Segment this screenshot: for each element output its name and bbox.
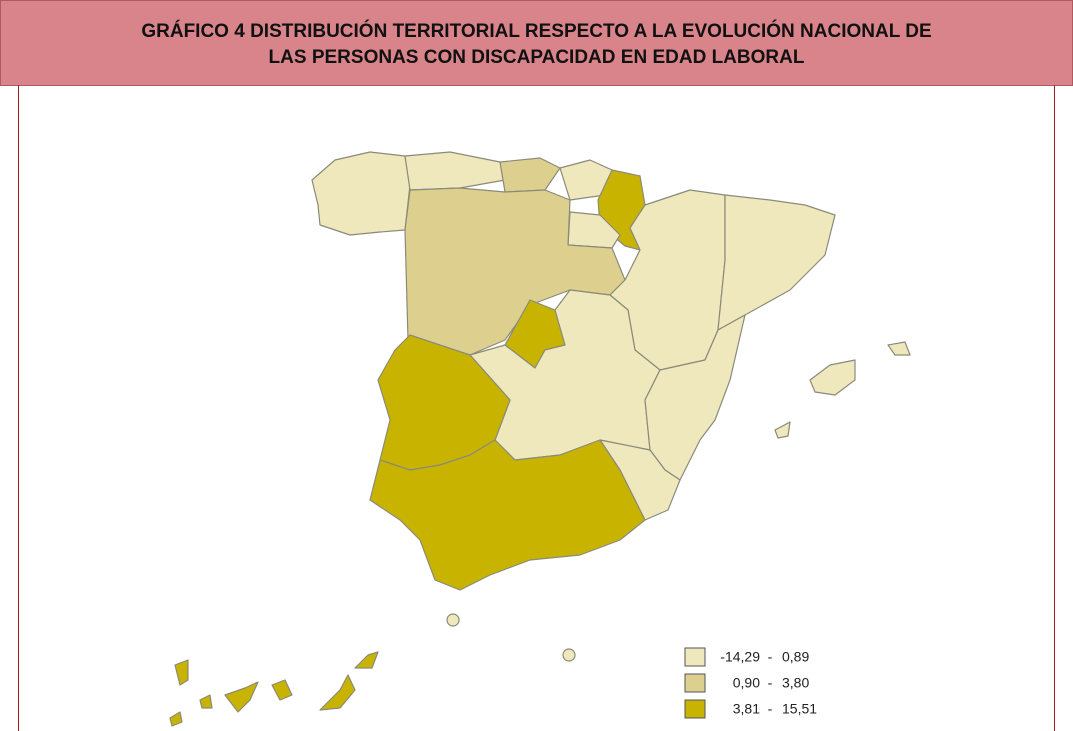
region bbox=[717, 194, 836, 331]
legend-swatch bbox=[684, 699, 706, 719]
legend-to: 0,89 bbox=[782, 649, 809, 665]
region bbox=[887, 341, 911, 356]
region bbox=[174, 659, 189, 686]
region bbox=[224, 681, 259, 713]
legend-to: 15,51 bbox=[782, 701, 817, 717]
legend-from: 3,81 bbox=[733, 701, 760, 717]
region bbox=[446, 613, 460, 627]
region bbox=[271, 679, 293, 701]
legend-dash: - bbox=[768, 649, 773, 665]
header: GRÁFICO 4 DISTRIBUCIÓN TERRITORIAL RESPE… bbox=[0, 0, 1073, 86]
legend-from: 0,90 bbox=[733, 675, 760, 691]
frame-line bbox=[18, 85, 19, 731]
region bbox=[311, 151, 411, 236]
frame-line bbox=[1054, 85, 1055, 731]
region bbox=[369, 439, 646, 591]
region bbox=[644, 314, 746, 481]
region bbox=[199, 694, 213, 709]
legend-swatch bbox=[684, 673, 706, 693]
region bbox=[809, 359, 856, 396]
region bbox=[499, 157, 561, 193]
region bbox=[774, 421, 791, 439]
region bbox=[562, 648, 576, 662]
region bbox=[354, 651, 379, 669]
title-line: LAS PERSONAS CON DISCAPACIDAD EN EDAD LA… bbox=[268, 47, 805, 68]
legend-swatch bbox=[684, 647, 706, 667]
title-line: GRÁFICO 4 DISTRIBUCIÓN TERRITORIAL RESPE… bbox=[141, 21, 932, 42]
legend-from: -14,29 bbox=[720, 649, 760, 665]
region bbox=[319, 674, 356, 711]
region bbox=[169, 711, 183, 727]
regions bbox=[169, 151, 911, 727]
legend-dash: - bbox=[768, 701, 773, 717]
legend-dash: - bbox=[768, 675, 773, 691]
region bbox=[404, 151, 506, 191]
legend-to: 3,80 bbox=[782, 675, 809, 691]
